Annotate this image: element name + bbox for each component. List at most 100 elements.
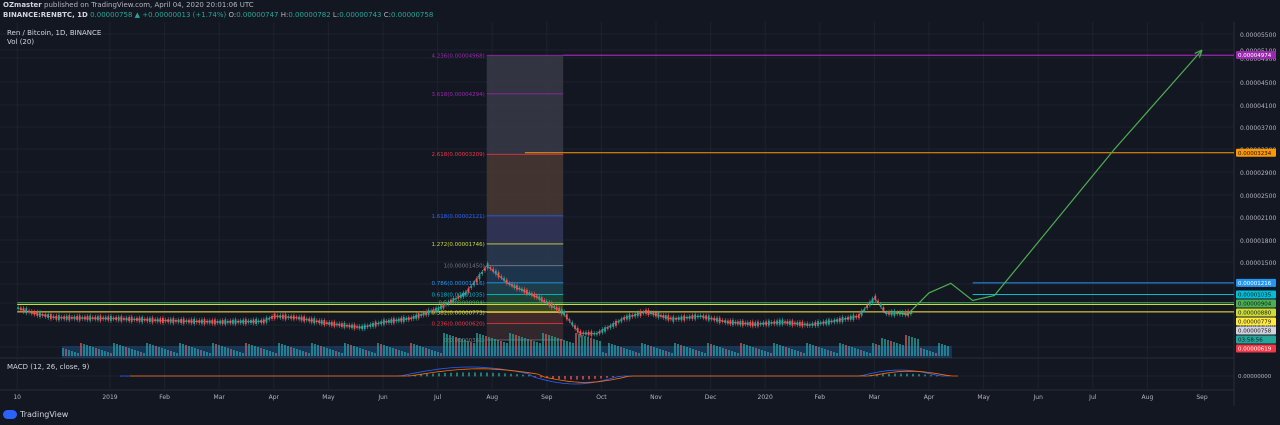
volume-bar	[404, 352, 406, 356]
legend-title[interactable]: Ren / Bitcoin, 1D, BINANCE	[7, 29, 102, 37]
volume-bar	[620, 347, 622, 356]
candle-body	[216, 321, 219, 323]
footer-brand[interactable]: TradingView	[20, 410, 69, 419]
fib-zone	[486, 302, 564, 313]
candle-body	[801, 321, 804, 327]
candle-body	[694, 314, 697, 320]
candle-body	[457, 296, 460, 299]
author-name[interactable]: OZmaster	[3, 1, 42, 9]
candle-body	[817, 321, 819, 327]
candle-body	[523, 289, 526, 293]
volume-bar	[548, 335, 550, 356]
volume-bar	[365, 350, 367, 356]
candle-body	[686, 316, 688, 319]
volume-bar	[302, 351, 304, 356]
candle-body	[208, 320, 211, 324]
volume-bar	[494, 339, 496, 356]
volume-bar	[413, 344, 415, 356]
volume-bar	[317, 345, 319, 356]
candle-body	[847, 316, 849, 320]
candle-body	[890, 311, 893, 316]
candle-body	[229, 320, 232, 324]
x-tick-label: Aug	[486, 394, 498, 401]
volume-bar	[104, 351, 106, 356]
x-tick-label: Jun	[1033, 394, 1044, 401]
candle-body	[412, 316, 415, 319]
candle-body	[125, 317, 128, 321]
candle-body	[598, 331, 601, 334]
volume-bar	[272, 352, 274, 356]
price-change: ▲ +0.00000013 (+1.74%)	[134, 11, 227, 19]
volume-bar	[947, 346, 949, 356]
candle-body	[550, 302, 553, 308]
candle-body	[281, 314, 284, 319]
volume-bar	[407, 353, 409, 356]
fib-zone	[486, 215, 564, 244]
candle-body	[407, 317, 410, 321]
volume-bar	[527, 339, 529, 356]
candle-body	[571, 322, 574, 326]
volume-bar	[590, 338, 592, 356]
projection-arrow-path	[890, 49, 1203, 316]
candle-body	[582, 332, 585, 335]
candle-body	[751, 321, 754, 327]
candle-body	[315, 320, 318, 323]
candle-body	[387, 319, 390, 323]
volume-bar	[755, 348, 757, 356]
candle-body	[786, 321, 789, 325]
volume-bar	[386, 346, 388, 356]
candle-body	[430, 310, 432, 313]
legend-volume[interactable]: Vol (20)	[7, 38, 35, 46]
volume-bar	[452, 336, 454, 356]
volume-bar	[920, 348, 922, 356]
volume-bar	[314, 344, 316, 356]
volume-bar	[602, 352, 604, 356]
price-tag	[1236, 290, 1276, 299]
candle-body	[348, 324, 351, 328]
candle-body	[500, 276, 503, 279]
macd-legend[interactable]: MACD (12, 26, close, 9)	[7, 363, 90, 371]
volume-bar	[341, 353, 343, 356]
volume-bars	[62, 333, 949, 356]
volume-bar	[782, 346, 784, 356]
volume-bar	[473, 343, 475, 356]
candle-body	[323, 320, 326, 326]
volume-bar	[332, 350, 334, 356]
volume-bar	[212, 343, 214, 356]
candle-body	[808, 324, 811, 326]
candle-body	[528, 292, 531, 295]
volume-bar	[92, 347, 94, 356]
x-tick-label: Feb	[814, 394, 825, 401]
candle-body	[271, 316, 273, 319]
candle-body	[759, 322, 762, 325]
volume-bar	[509, 333, 511, 356]
candle-body	[636, 312, 639, 317]
x-tick-label: Aug	[1142, 394, 1154, 401]
volume-bar	[71, 351, 73, 356]
candle-body	[341, 323, 343, 327]
candle-body	[73, 316, 76, 320]
candle-body	[793, 322, 796, 325]
volume-bar	[287, 346, 289, 356]
candle-body	[827, 319, 830, 325]
volume-bar	[269, 351, 271, 356]
volume-bar	[140, 352, 142, 356]
candle-body	[744, 322, 747, 325]
candle-body	[141, 317, 143, 323]
candle-body	[107, 316, 110, 321]
volume-bar	[683, 346, 685, 356]
volume-bar	[188, 346, 190, 356]
candle-body	[262, 319, 265, 324]
candle-body	[33, 311, 36, 315]
candle-body	[538, 296, 541, 300]
volume-bar	[728, 350, 730, 356]
y-tick-label: 0.00005500	[1240, 32, 1276, 39]
candle-body	[601, 329, 604, 333]
volume-bar	[443, 333, 445, 356]
candle-body	[713, 317, 716, 321]
volume-bar	[233, 350, 235, 356]
candle-body	[631, 315, 634, 317]
volume-bar	[461, 339, 463, 356]
candle-body	[489, 267, 492, 269]
